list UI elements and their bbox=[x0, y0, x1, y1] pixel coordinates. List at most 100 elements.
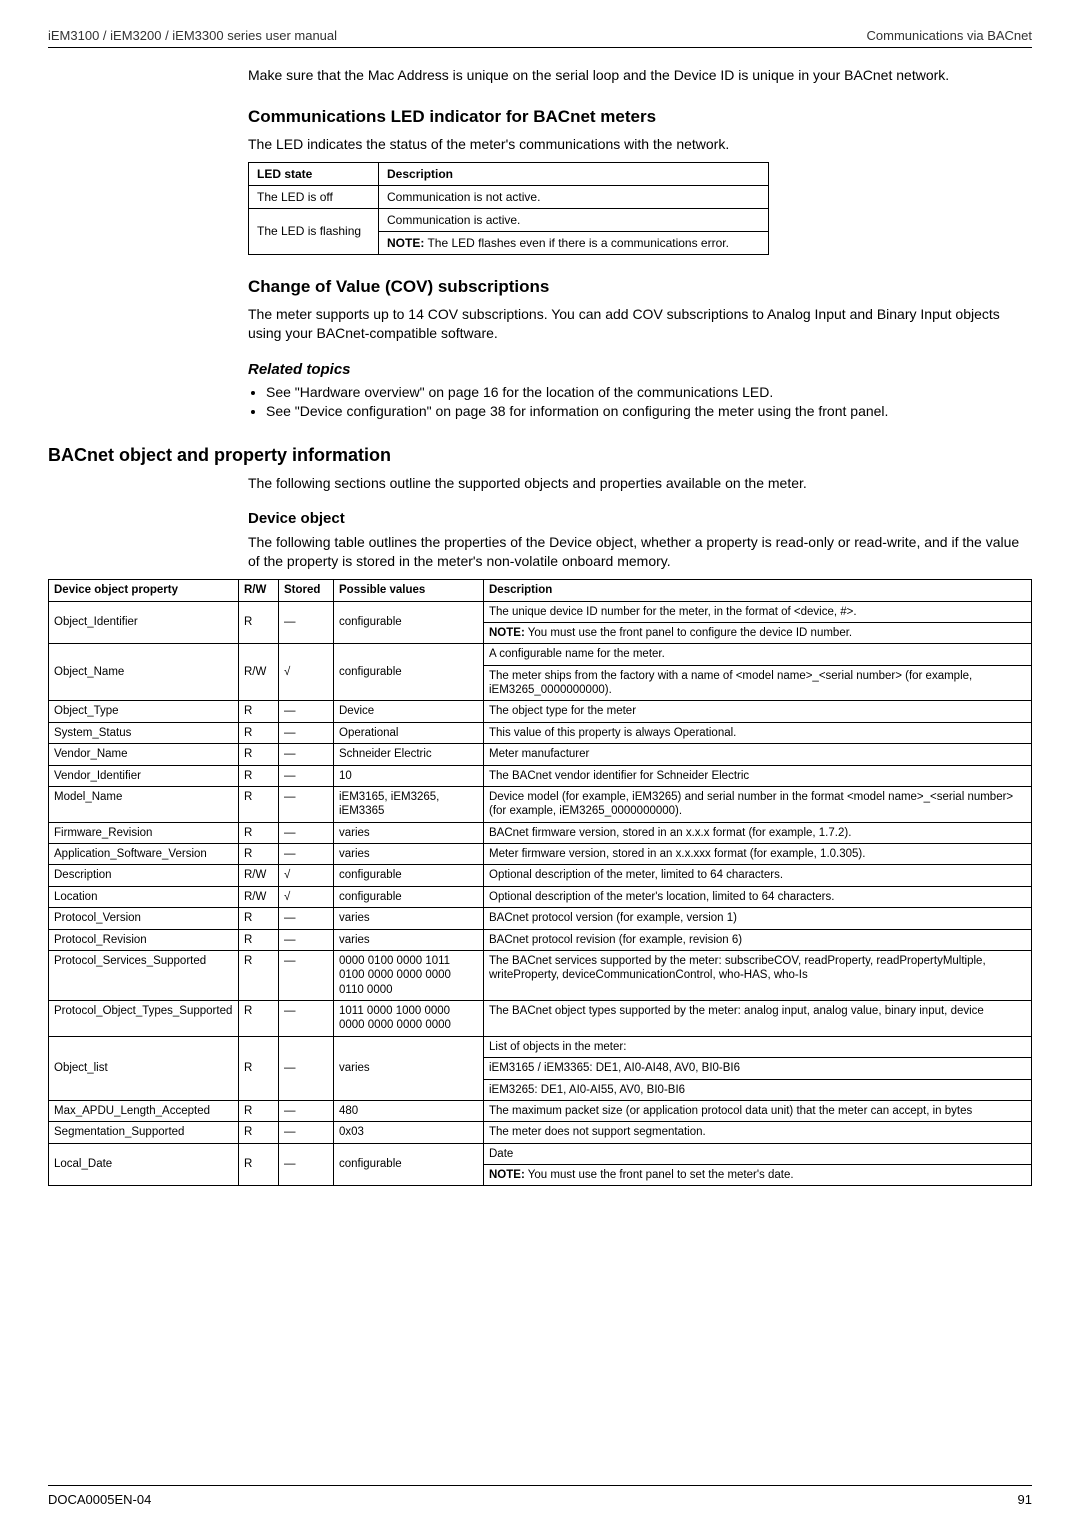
desc-cell: The meter ships from the factory with a … bbox=[484, 665, 1032, 701]
stored-cell: — bbox=[279, 1143, 334, 1186]
led-desc-cell: Communication is active. bbox=[379, 208, 769, 231]
pv-cell: configurable bbox=[334, 1143, 484, 1186]
cov-heading: Change of Value (COV) subscriptions bbox=[248, 277, 1032, 297]
header-rule bbox=[48, 47, 1032, 48]
desc-cell: NOTE: You must use the front panel to co… bbox=[484, 622, 1032, 643]
list-item: See "Hardware overview" on page 16 for t… bbox=[266, 384, 1032, 400]
led-desc-cell: Communication is not active. bbox=[379, 185, 769, 208]
rw-cell: R bbox=[239, 1100, 279, 1121]
table-row: Protocol_Object_Types_Supported R — 1011… bbox=[49, 1001, 1032, 1037]
table-row: Application_Software_Version R — varies … bbox=[49, 844, 1032, 865]
pv-cell: varies bbox=[334, 908, 484, 929]
desc-cell: BACnet firmware version, stored in an x.… bbox=[484, 822, 1032, 843]
note-text: You must use the front panel to configur… bbox=[525, 627, 852, 639]
header-right: Communications via BACnet bbox=[867, 28, 1032, 43]
rw-cell: R bbox=[239, 701, 279, 722]
note-label: NOTE: bbox=[489, 627, 525, 639]
pv-cell: 0000 0100 0000 1011 0100 0000 0000 0000 … bbox=[334, 950, 484, 1000]
stored-cell: — bbox=[279, 950, 334, 1000]
rw-cell: R/W bbox=[239, 644, 279, 701]
desc-cell: The BACnet vendor identifier for Schneid… bbox=[484, 765, 1032, 786]
table-row: LED state Description bbox=[249, 162, 769, 185]
prop-cell: Object_list bbox=[49, 1036, 239, 1100]
desc-cell: Optional description of the meter, limit… bbox=[484, 865, 1032, 886]
led-header-desc: Description bbox=[379, 162, 769, 185]
pv-cell: varies bbox=[334, 822, 484, 843]
prop-cell: Description bbox=[49, 865, 239, 886]
table-row: Firmware_Revision R — varies BACnet firm… bbox=[49, 822, 1032, 843]
rw-cell: R/W bbox=[239, 865, 279, 886]
table-row: Vendor_Name R — Schneider Electric Meter… bbox=[49, 744, 1032, 765]
th-possible: Possible values bbox=[334, 580, 484, 601]
stored-cell: — bbox=[279, 822, 334, 843]
device-object-para: The following table outlines the propert… bbox=[248, 533, 1032, 571]
rw-cell: R bbox=[239, 765, 279, 786]
pv-cell: iEM3165, iEM3265, iEM3365 bbox=[334, 786, 484, 822]
prop-cell: Model_Name bbox=[49, 786, 239, 822]
table-row: Protocol_Version R — varies BACnet proto… bbox=[49, 908, 1032, 929]
related-heading: Related topics bbox=[248, 361, 1032, 378]
prop-cell: Vendor_Identifier bbox=[49, 765, 239, 786]
stored-cell: — bbox=[279, 1100, 334, 1121]
prop-cell: System_Status bbox=[49, 722, 239, 743]
stored-cell: — bbox=[279, 601, 334, 644]
desc-cell: List of objects in the meter: bbox=[484, 1036, 1032, 1057]
device-object-heading: Device object bbox=[248, 510, 1032, 527]
desc-cell: The object type for the meter bbox=[484, 701, 1032, 722]
stored-cell: √ bbox=[279, 886, 334, 907]
table-row: Object_Identifier R — configurable The u… bbox=[49, 601, 1032, 622]
footer-right: 91 bbox=[1018, 1492, 1032, 1507]
led-state-cell: The LED is off bbox=[249, 185, 379, 208]
th-rw: R/W bbox=[239, 580, 279, 601]
pv-cell: Schneider Electric bbox=[334, 744, 484, 765]
led-table: LED state Description The LED is off Com… bbox=[248, 162, 769, 255]
table-row: The LED is off Communication is not acti… bbox=[249, 185, 769, 208]
rw-cell: R bbox=[239, 786, 279, 822]
rw-cell: R bbox=[239, 822, 279, 843]
rw-cell: R bbox=[239, 1143, 279, 1186]
note-text: You must use the front panel to set the … bbox=[525, 1169, 794, 1181]
pv-cell: Operational bbox=[334, 722, 484, 743]
table-row: Protocol_Revision R — varies BACnet prot… bbox=[49, 929, 1032, 950]
stored-cell: — bbox=[279, 786, 334, 822]
prop-cell: Segmentation_Supported bbox=[49, 1122, 239, 1143]
cov-para: The meter supports up to 14 COV subscrip… bbox=[248, 305, 1032, 343]
prop-cell: Protocol_Version bbox=[49, 908, 239, 929]
desc-cell: The meter does not support segmentation. bbox=[484, 1122, 1032, 1143]
pv-cell: configurable bbox=[334, 644, 484, 701]
page: iEM3100 / iEM3200 / iEM3300 series user … bbox=[0, 0, 1080, 1527]
stored-cell: — bbox=[279, 929, 334, 950]
table-row: Vendor_Identifier R — 10 The BACnet vend… bbox=[49, 765, 1032, 786]
rw-cell: R bbox=[239, 1036, 279, 1100]
prop-cell: Application_Software_Version bbox=[49, 844, 239, 865]
prop-cell: Protocol_Services_Supported bbox=[49, 950, 239, 1000]
desc-cell: BACnet protocol revision (for example, r… bbox=[484, 929, 1032, 950]
prop-cell: Object_Identifier bbox=[49, 601, 239, 644]
stored-cell: √ bbox=[279, 644, 334, 701]
desc-cell: BACnet protocol version (for example, ve… bbox=[484, 908, 1032, 929]
table-row: Protocol_Services_Supported R — 0000 010… bbox=[49, 950, 1032, 1000]
prop-cell: Firmware_Revision bbox=[49, 822, 239, 843]
note-label: NOTE: bbox=[387, 236, 424, 250]
prop-cell: Protocol_Object_Types_Supported bbox=[49, 1001, 239, 1037]
prop-cell: Max_APDU_Length_Accepted bbox=[49, 1100, 239, 1121]
rw-cell: R bbox=[239, 908, 279, 929]
prop-cell: Protocol_Revision bbox=[49, 929, 239, 950]
pv-cell: varies bbox=[334, 844, 484, 865]
led-desc-cell: NOTE: The LED flashes even if there is a… bbox=[379, 231, 769, 254]
stored-cell: — bbox=[279, 1122, 334, 1143]
rw-cell: R bbox=[239, 1122, 279, 1143]
intro-text: Make sure that the Mac Address is unique… bbox=[248, 66, 1032, 85]
note-text: The LED flashes even if there is a commu… bbox=[424, 236, 729, 250]
desc-cell: Date bbox=[484, 1143, 1032, 1164]
prop-cell: Local_Date bbox=[49, 1143, 239, 1186]
pv-cell: configurable bbox=[334, 886, 484, 907]
pv-cell: 480 bbox=[334, 1100, 484, 1121]
comm-led-para: The LED indicates the status of the mete… bbox=[248, 135, 1032, 154]
table-row: System_Status R — Operational This value… bbox=[49, 722, 1032, 743]
stored-cell: — bbox=[279, 744, 334, 765]
desc-cell: NOTE: You must use the front panel to se… bbox=[484, 1165, 1032, 1186]
pv-cell: 10 bbox=[334, 765, 484, 786]
table-row: Segmentation_Supported R — 0x03 The mete… bbox=[49, 1122, 1032, 1143]
th-property: Device object property bbox=[49, 580, 239, 601]
